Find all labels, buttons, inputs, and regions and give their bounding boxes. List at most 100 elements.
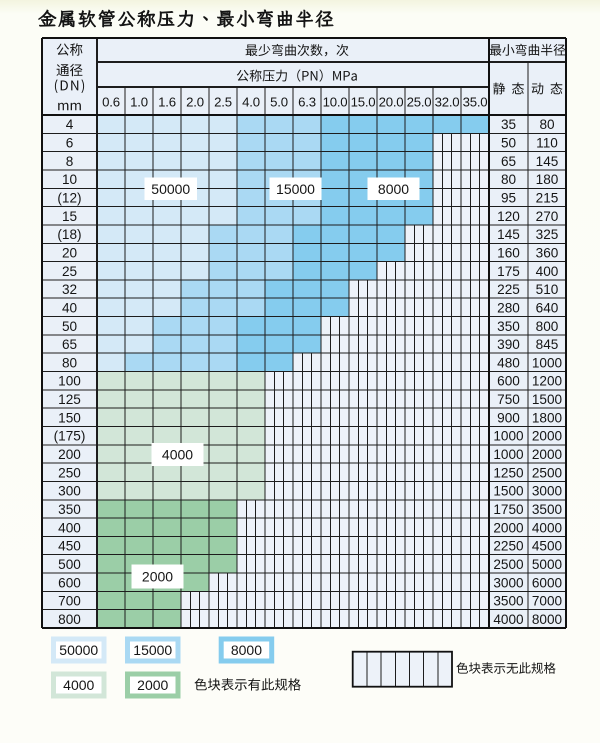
svg-text:845: 845 [536,337,559,352]
svg-text:20: 20 [62,245,78,260]
svg-text:110: 110 [536,136,558,151]
svg-text:15000: 15000 [133,642,172,658]
svg-text:3500: 3500 [532,502,563,517]
svg-text:8000: 8000 [231,642,262,658]
svg-text:6000: 6000 [532,575,563,590]
svg-text:0.6: 0.6 [102,94,120,109]
svg-text:1000: 1000 [532,355,563,370]
svg-text:145: 145 [497,227,520,242]
svg-text:2500: 2500 [532,465,563,480]
svg-text:2500: 2500 [493,557,524,572]
svg-text:65: 65 [501,154,516,169]
svg-text:10.0: 10.0 [323,94,348,109]
svg-text:50: 50 [501,136,517,151]
svg-text:300: 300 [58,484,81,499]
svg-text:(175): (175) [54,429,86,444]
svg-text:6: 6 [66,136,74,151]
svg-text:2000: 2000 [493,520,524,535]
svg-text:15: 15 [62,209,77,224]
svg-text:145: 145 [536,154,559,169]
svg-text:8: 8 [66,154,74,169]
svg-text:3000: 3000 [493,575,524,590]
svg-text:215: 215 [536,191,559,206]
svg-text:80: 80 [501,172,517,187]
svg-text:95: 95 [501,191,516,206]
svg-text:2000: 2000 [532,447,563,462]
svg-text:510: 510 [536,282,559,297]
svg-text:3500: 3500 [493,594,524,609]
svg-text:4: 4 [66,117,74,132]
svg-text:350: 350 [497,319,520,334]
svg-text:100: 100 [58,374,81,389]
svg-text:3000: 3000 [532,484,563,499]
svg-text:4000: 4000 [162,447,193,463]
svg-text:400: 400 [536,264,559,279]
svg-text:2000: 2000 [532,429,563,444]
svg-text:175: 175 [497,264,520,279]
svg-text:10: 10 [62,172,78,187]
svg-text:250: 250 [58,465,81,480]
svg-text:50000: 50000 [151,181,190,197]
svg-text:125: 125 [58,392,81,407]
svg-text:25.0: 25.0 [407,94,432,109]
svg-text:1800: 1800 [532,410,563,425]
svg-text:8000: 8000 [532,612,563,627]
svg-text:2000: 2000 [142,569,173,585]
svg-text:1500: 1500 [532,392,563,407]
svg-text:2250: 2250 [493,539,524,554]
svg-text:150: 150 [58,410,81,425]
svg-text:35.0: 35.0 [463,94,488,109]
svg-text:120: 120 [497,209,520,224]
svg-text:5.0: 5.0 [270,94,288,109]
svg-text:80: 80 [539,117,555,132]
svg-text:32.0: 32.0 [435,94,460,109]
svg-text:500: 500 [58,557,81,572]
svg-text:800: 800 [58,612,81,627]
svg-text:400: 400 [58,520,81,535]
svg-text:180: 180 [536,172,559,187]
svg-text:480: 480 [497,355,520,370]
svg-text:700: 700 [58,594,81,609]
svg-text:1750: 1750 [493,502,524,517]
svg-text:200: 200 [58,447,81,462]
svg-text:7000: 7000 [532,594,563,609]
svg-text:4000: 4000 [493,612,524,627]
svg-text:900: 900 [497,410,520,425]
svg-text:65: 65 [62,337,77,352]
svg-text:2.0: 2.0 [186,94,204,109]
svg-text:20.0: 20.0 [379,94,404,109]
svg-text:800: 800 [536,319,559,334]
svg-text:390: 390 [497,337,520,352]
svg-text:1250: 1250 [493,465,524,480]
svg-text:600: 600 [58,575,81,590]
svg-text:15.0: 15.0 [351,94,376,109]
svg-text:1.6: 1.6 [158,94,176,109]
svg-text:1.0: 1.0 [130,94,148,109]
svg-text:4.0: 4.0 [242,94,260,109]
svg-text:160: 160 [497,245,520,260]
svg-text:4000: 4000 [532,520,563,535]
svg-text:(12): (12) [57,191,81,206]
svg-text:325: 325 [536,227,559,242]
svg-text:50: 50 [62,319,78,334]
svg-text:600: 600 [497,374,520,389]
svg-text:750: 750 [497,392,520,407]
svg-text:8000: 8000 [378,181,409,197]
svg-text:270: 270 [536,209,559,224]
svg-text:35: 35 [501,117,516,132]
svg-text:80: 80 [62,355,78,370]
svg-text:5000: 5000 [532,557,563,572]
svg-text:280: 280 [497,300,520,315]
svg-text:32: 32 [62,282,77,297]
svg-text:1000: 1000 [493,447,524,462]
svg-text:6.3: 6.3 [298,94,316,109]
svg-text:4000: 4000 [63,677,94,693]
svg-text:15000: 15000 [276,181,315,197]
svg-text:1500: 1500 [493,484,524,499]
svg-text:1000: 1000 [493,429,524,444]
svg-text:360: 360 [536,245,559,260]
svg-text:50000: 50000 [59,642,98,658]
svg-text:350: 350 [58,502,81,517]
svg-text:4500: 4500 [532,539,563,554]
svg-text:(18): (18) [57,227,81,242]
